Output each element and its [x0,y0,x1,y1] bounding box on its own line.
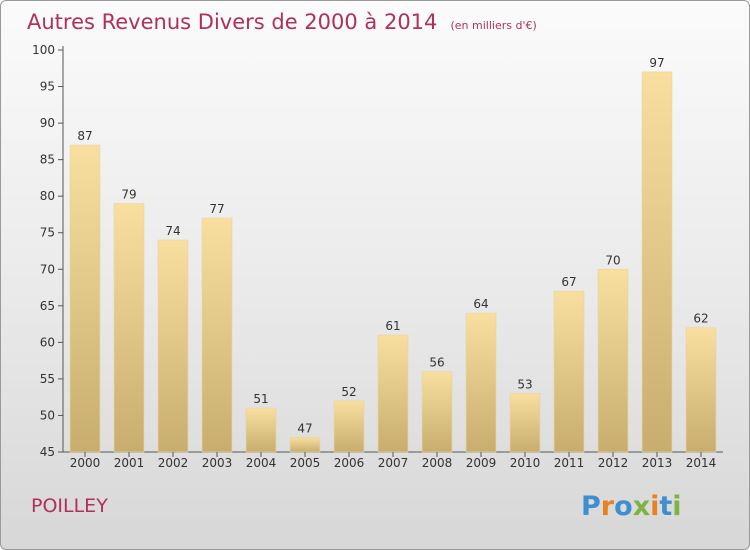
bar [509,393,541,453]
y-tick-label: 65 [40,299,55,313]
y-tick-label: 90 [40,116,55,130]
bar [421,371,453,453]
x-tick-label: 2010 [510,456,541,470]
y-tick-label: 95 [40,80,55,94]
y-tick-label: 50 [40,408,55,422]
bar-value-label: 53 [517,378,532,392]
x-tick-label: 2013 [642,456,673,470]
bar [289,437,321,453]
bar [201,217,233,453]
x-tick-label: 2009 [466,456,497,470]
bar-value-label: 62 [693,312,708,326]
y-tick-label: 85 [40,153,55,167]
chart-title: Autres Revenus Divers de 2000 à 2014 [27,10,438,34]
y-tick-label: 80 [40,189,55,203]
bar-value-label: 74 [165,224,180,238]
bar [69,144,101,453]
bar-value-label: 64 [473,297,488,311]
x-tick-label: 2012 [598,456,629,470]
bar [553,290,585,453]
x-tick-label: 2004 [246,456,277,470]
bar-value-label: 67 [561,275,576,289]
y-tick-label: 75 [40,226,55,240]
x-tick-label: 2000 [70,456,101,470]
y-tick-label: 45 [40,445,55,459]
x-tick-label: 2007 [378,456,409,470]
logo-letter: i [672,491,682,522]
bar [641,71,673,453]
bar-value-label: 70 [605,253,620,267]
x-tick-label: 2014 [686,456,717,470]
x-tick-label: 2006 [334,456,365,470]
logo-letter: x [632,491,651,522]
bar-value-label: 51 [253,392,268,406]
bar-value-label: 97 [649,56,664,70]
bar-value-label: 77 [209,202,224,216]
bar [245,407,277,453]
y-tick-label: 70 [40,262,55,276]
bar [157,239,189,453]
chart-title-block: Autres Revenus Divers de 2000 à 2014 (en… [27,10,537,34]
logo-letter: r [600,491,615,522]
x-tick-label: 2003 [202,456,233,470]
x-tick-label: 2008 [422,456,453,470]
proxiti-logo[interactable]: Proxiti [581,491,682,522]
logo-letter: P [581,491,601,522]
logo-letter: o [614,491,633,522]
bar [685,327,717,453]
bar-value-label: 79 [121,187,136,201]
y-tick-label: 100 [32,43,55,57]
bar-value-label: 87 [77,129,92,143]
x-tick-label: 2005 [290,456,321,470]
chart-subtitle: (en milliers d'€) [450,19,537,32]
bar-value-label: 61 [385,319,400,333]
bar-value-label: 52 [341,385,356,399]
commune-name: POILLEY [31,495,108,517]
bar [597,268,629,453]
bar-value-label: 56 [429,356,444,370]
bar-value-label: 47 [297,421,312,435]
bar [377,334,409,453]
x-tick-label: 2001 [114,456,145,470]
bar [333,400,365,453]
x-tick-label: 2002 [158,456,189,470]
x-tick-label: 2011 [554,456,585,470]
y-tick-label: 55 [40,372,55,386]
y-tick-label: 60 [40,335,55,349]
logo-letter: t [659,491,673,522]
bar [465,312,497,453]
logo-letter: i [650,491,660,522]
bar [113,203,145,453]
